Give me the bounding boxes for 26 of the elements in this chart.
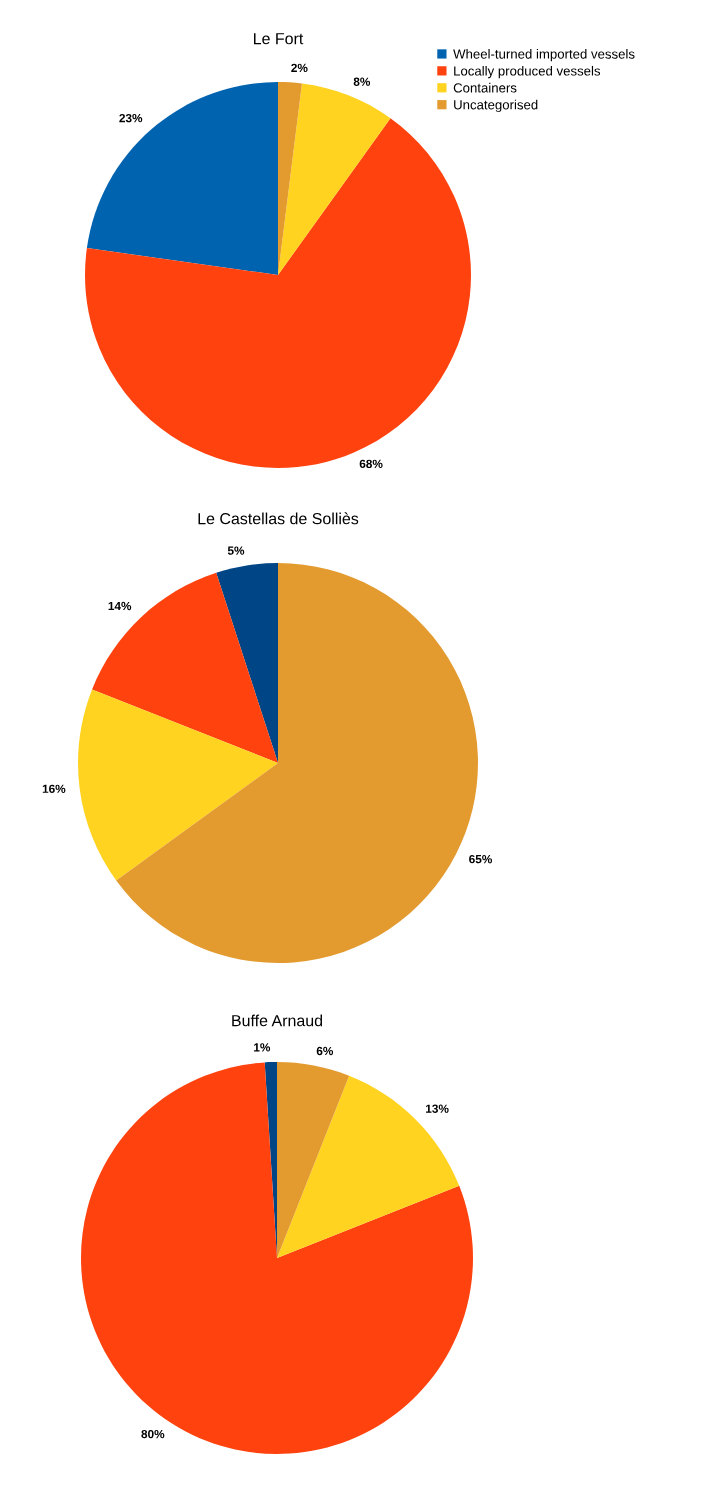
legend-label: Containers xyxy=(453,82,517,93)
pie-slice xyxy=(92,572,278,763)
data-label: 2% xyxy=(291,63,308,73)
data-label: 65% xyxy=(469,854,492,864)
data-label: 80% xyxy=(141,1429,165,1439)
pie-slice xyxy=(81,1062,473,1454)
data-label: 16% xyxy=(42,784,66,793)
data-label: 5% xyxy=(227,546,245,555)
data-label: 8% xyxy=(353,77,371,86)
pie-slice xyxy=(86,82,278,275)
data-label: 68% xyxy=(359,459,383,469)
data-label: 13% xyxy=(426,1104,449,1113)
data-label: 14% xyxy=(108,601,132,611)
pie-slice xyxy=(216,563,278,763)
data-label: 6% xyxy=(316,1046,334,1056)
legend-label: Wheel-turned imported vessels xyxy=(453,49,635,62)
pie-slice xyxy=(277,1075,460,1258)
data-label: 1% xyxy=(254,1043,271,1052)
pie-slice xyxy=(78,689,278,881)
legend-label: Locally produced vessels xyxy=(454,65,601,79)
legend-label: Uncategorised xyxy=(454,99,538,113)
pie-slice xyxy=(277,1062,350,1258)
chart-title: Le Fort xyxy=(254,33,304,45)
data-label: 23% xyxy=(119,113,143,123)
chart-title: Buffe Arnaud xyxy=(232,1014,323,1027)
chart-title: Le Castellas de Solliès xyxy=(198,512,359,525)
